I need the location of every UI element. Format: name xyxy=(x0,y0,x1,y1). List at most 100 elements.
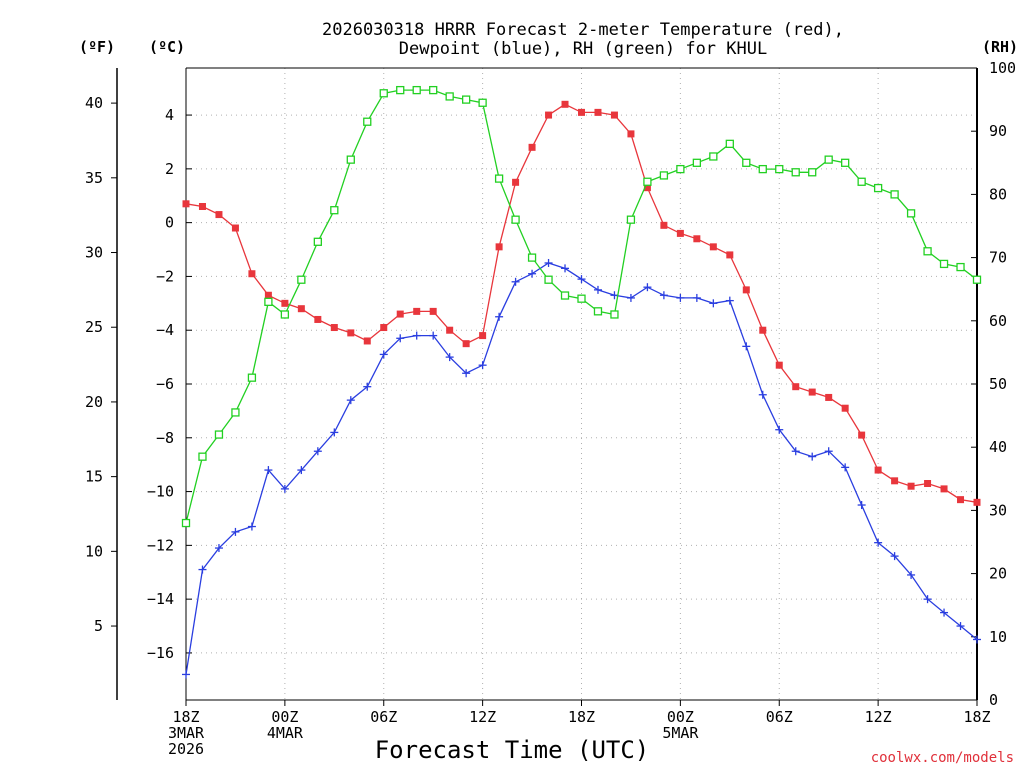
dewpoint-point xyxy=(758,390,767,399)
x-tick-label: 18Z xyxy=(172,708,199,726)
temperature-point xyxy=(841,404,849,412)
dewpoint-point xyxy=(330,428,339,437)
rh-point xyxy=(791,168,800,177)
dewpoint-point xyxy=(561,264,570,273)
rh-point xyxy=(429,85,438,95)
dewpoint-point xyxy=(280,484,289,493)
x-tick-label: 2026 xyxy=(168,740,204,758)
dewpoint-point xyxy=(874,538,883,547)
celsius-tick-label: −8 xyxy=(156,429,174,447)
dewpoint-point xyxy=(462,369,471,378)
temperature-point xyxy=(462,340,470,348)
fahrenheit-tick-label: 20 xyxy=(85,393,103,411)
rh-point xyxy=(544,275,553,284)
celsius-tick-label: −14 xyxy=(147,590,174,608)
temperature-point xyxy=(808,388,816,396)
dewpoint-point xyxy=(544,258,553,267)
rh-point xyxy=(478,98,487,107)
rh-tick-label: 50 xyxy=(989,375,1007,393)
temperature-point xyxy=(610,111,618,119)
rh-point xyxy=(264,297,273,306)
x-tick-label: 06Z xyxy=(370,708,397,726)
dewpoint-point xyxy=(923,595,932,604)
dewpoint-point xyxy=(297,466,306,475)
temperature-point xyxy=(231,224,239,232)
temperature-point xyxy=(314,315,322,323)
credit-text: coolwx.com/models xyxy=(871,750,1014,766)
rh-axis-unit: (RH) xyxy=(982,38,1018,56)
dewpoint-point xyxy=(511,277,520,286)
rh-point xyxy=(725,139,734,148)
celsius-tick-label: 0 xyxy=(165,214,174,232)
dewpoint-point xyxy=(857,501,866,510)
x-tick-label: 12Z xyxy=(469,708,496,726)
fahrenheit-axis-unit: (ºF) xyxy=(79,38,115,56)
rh-point xyxy=(231,408,240,417)
temperature-point xyxy=(561,100,569,108)
dewpoint-point xyxy=(775,425,784,434)
temperature-point xyxy=(396,310,404,318)
dewpoint-point xyxy=(198,565,207,574)
rh-point xyxy=(346,155,355,164)
rh-point xyxy=(709,152,718,161)
rh-point xyxy=(527,253,537,262)
temperature-point xyxy=(891,477,899,485)
rh-point xyxy=(841,158,850,167)
rh-point xyxy=(692,158,702,167)
series-layer xyxy=(181,85,982,679)
axes-layer: −16 −14 −12 −10 −8 −6 −4 −2 0 2 4 5 10 15 20 25 30 35 40 0 1… xyxy=(85,59,1016,709)
dewpoint-point xyxy=(824,447,833,456)
fahrenheit-tick-label: 10 xyxy=(85,542,103,560)
rh-point xyxy=(511,215,520,224)
temperature-point xyxy=(528,143,536,151)
rh-tick-label: 80 xyxy=(989,185,1007,203)
temperature-point xyxy=(264,291,272,299)
rh-tick-label: 20 xyxy=(989,565,1007,583)
dewpoint-point xyxy=(940,608,949,617)
temperature-point xyxy=(709,243,717,251)
celsius-axis-unit: (ºC) xyxy=(149,38,185,56)
celsius-tick-label: −12 xyxy=(147,536,174,554)
rh-point xyxy=(494,174,504,183)
dewpoint-point xyxy=(528,269,537,278)
temperature-point xyxy=(297,305,305,313)
dewpoint-point xyxy=(626,293,635,302)
rh-tick-label: 90 xyxy=(989,122,1007,140)
temperature-point xyxy=(182,200,190,208)
temperature-point xyxy=(545,111,553,119)
rh-point xyxy=(363,117,372,126)
chart-title-line1: 2026030318 HRRR Forecast 2-meter Tempera… xyxy=(322,20,844,40)
dewpoint-point xyxy=(182,670,190,679)
temperature-point xyxy=(479,332,487,340)
dewpoint-point xyxy=(313,447,322,456)
dewpoint-point xyxy=(346,396,355,405)
x-tick-label: 00Z xyxy=(271,708,298,726)
dewpoint-point xyxy=(973,635,981,644)
fahrenheit-tick-label: 30 xyxy=(85,244,103,262)
fahrenheit-tick-label: 5 xyxy=(94,617,103,635)
rh-point xyxy=(198,452,207,461)
rh-point xyxy=(923,247,932,256)
fahrenheit-tick-label: 40 xyxy=(85,94,103,112)
rh-point xyxy=(956,262,965,272)
rh-point xyxy=(379,89,388,98)
x-tick-label: 12Z xyxy=(865,708,892,726)
temperature-point xyxy=(676,229,684,237)
rh-point xyxy=(873,183,883,193)
celsius-tick-label: 4 xyxy=(165,106,174,124)
temperature-point xyxy=(726,251,734,259)
temperature-point xyxy=(380,324,388,332)
temperature-point xyxy=(413,307,421,315)
rh-point xyxy=(280,310,290,319)
dewpoint-point xyxy=(247,522,256,531)
rh-point xyxy=(445,92,454,101)
rh-point xyxy=(626,215,636,224)
dewpoint-point xyxy=(610,291,619,300)
x-tick-label: 4MAR xyxy=(267,724,304,742)
temperature-point xyxy=(198,203,206,211)
temperature-point xyxy=(907,482,915,490)
rh-point xyxy=(890,190,899,199)
temperature-point xyxy=(215,211,223,219)
